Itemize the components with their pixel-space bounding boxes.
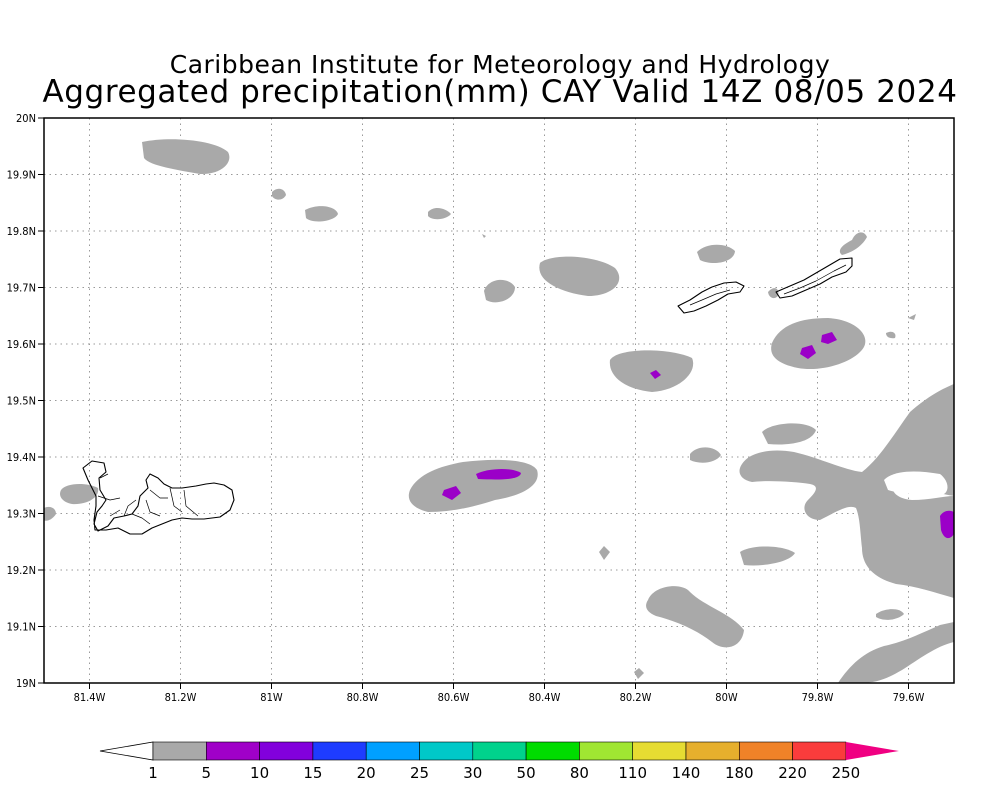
precip-area — [60, 484, 99, 505]
precip-area — [876, 609, 904, 620]
lon-tick-label: 81.4W — [74, 691, 106, 704]
colorbar-swatch — [259, 741, 314, 761]
precip-area — [428, 207, 451, 220]
precip-area — [609, 350, 694, 392]
grand-cayman-island — [82, 460, 235, 535]
precip-area — [646, 586, 744, 648]
precip-area — [800, 345, 816, 359]
colorbar-swatch — [472, 741, 527, 761]
colorbar-label: 110 — [618, 764, 647, 782]
colorbar-swatch — [419, 741, 474, 761]
colorbar-label: 140 — [672, 764, 701, 782]
colorbar-label: 220 — [778, 764, 807, 782]
axis-ticks: 81.4W 81.2W 81W 80.8W 80.6W 80.4W 80.2W 80W 79.8… — [7, 112, 925, 704]
precip-area — [740, 546, 795, 566]
precip-area — [839, 232, 867, 255]
colorbar-swatch — [152, 741, 207, 761]
lon-tick-label: 80.2W — [620, 691, 652, 704]
colorbar-label: 5 — [202, 764, 212, 782]
map-grid — [44, 117, 954, 684]
lat-tick-label: 19.3N — [7, 508, 36, 521]
precip-area — [650, 370, 661, 379]
precip-area — [599, 546, 610, 560]
precip-area — [142, 139, 230, 175]
precip-area — [442, 486, 461, 500]
precip-area — [634, 668, 644, 679]
precip-area — [771, 318, 866, 370]
colorbar-swatch — [738, 741, 793, 761]
precip-area — [940, 510, 954, 539]
colorbar: 1 5 10 15 20 25 30 50 80 110 140 180 220 250 — [99, 741, 899, 782]
lat-tick-label: 19.9N — [7, 169, 36, 182]
colorbar-swatch — [312, 741, 367, 761]
colorbar-swatch — [685, 741, 740, 761]
colorbar-label: 80 — [570, 764, 589, 782]
lat-tick-label: 19N — [16, 677, 36, 690]
precip-area — [762, 423, 816, 445]
colorbar-label: 1 — [148, 764, 158, 782]
lat-tick-label: 19.7N — [7, 282, 36, 295]
lon-tick-label: 81W — [260, 691, 283, 704]
precip-area — [44, 506, 56, 521]
precip-area — [908, 314, 916, 320]
map-background — [44, 118, 954, 683]
precip-area — [739, 384, 954, 598]
precip-area — [838, 622, 954, 683]
lat-tick-label: 19.1N — [7, 621, 36, 634]
cayman-brac-inner — [783, 264, 847, 295]
colorbar-label: 10 — [250, 764, 269, 782]
lat-tick-label: 19.2N — [7, 564, 36, 577]
colorbar-label: 15 — [303, 764, 322, 782]
lon-tick-label: 80.8W — [347, 691, 379, 704]
precip-grey-areas — [44, 139, 954, 683]
colorbar-swatch — [579, 741, 634, 761]
colorbar-swatch — [206, 741, 260, 761]
precip-area — [484, 279, 515, 303]
colorbar-under-triangle — [99, 741, 154, 761]
little-cayman-island — [677, 281, 745, 314]
colorbar-label: 250 — [832, 764, 861, 782]
chart-title-line1: Caribbean Institute for Meteorology and … — [169, 50, 831, 79]
precip-area — [697, 244, 735, 263]
colorbar-swatch — [632, 741, 687, 761]
precip-area — [305, 206, 338, 222]
lon-tick-label: 79.8W — [802, 691, 834, 704]
lat-tick-label: 19.6N — [7, 338, 36, 351]
colorbar-swatch — [365, 741, 420, 761]
colorbar-label: 50 — [517, 764, 536, 782]
precip-area — [768, 288, 779, 299]
lat-tick-label: 19.5N — [7, 395, 36, 408]
colorbar-label: 30 — [463, 764, 482, 782]
precip-area — [884, 471, 948, 494]
cayman-brac-island — [775, 257, 853, 299]
precip-area — [482, 234, 486, 238]
colorbar-label: 180 — [725, 764, 754, 782]
chart-title-line2: Aggregated precipitation(mm) CAY Valid 1… — [42, 74, 958, 110]
lon-tick-label: 80W — [715, 691, 738, 704]
lon-tick-label: 81.2W — [165, 691, 197, 704]
grand-cayman-districts — [97, 473, 199, 525]
lat-tick-label: 20N — [16, 112, 36, 125]
precip-area — [821, 332, 837, 344]
precip-area — [539, 256, 620, 296]
colorbar-label: 25 — [410, 764, 429, 782]
lat-tick-label: 19.4N — [7, 451, 36, 464]
precip-area — [476, 468, 521, 480]
lat-tick-label: 19.8N — [7, 225, 36, 238]
precip-purple-areas — [442, 332, 954, 539]
colorbar-swatch — [525, 741, 580, 761]
lon-tick-label: 79.6W — [893, 691, 925, 704]
lon-tick-label: 80.4W — [529, 691, 561, 704]
precip-area — [272, 188, 286, 200]
little-cayman-inner — [689, 289, 731, 306]
lon-tick-label: 80.6W — [438, 691, 470, 704]
precip-area — [690, 447, 721, 463]
coastlines — [82, 257, 853, 535]
precip-area — [886, 331, 896, 339]
colorbar-over-triangle — [845, 742, 899, 760]
colorbar-label: 20 — [357, 764, 376, 782]
colorbar-swatch — [792, 741, 847, 761]
